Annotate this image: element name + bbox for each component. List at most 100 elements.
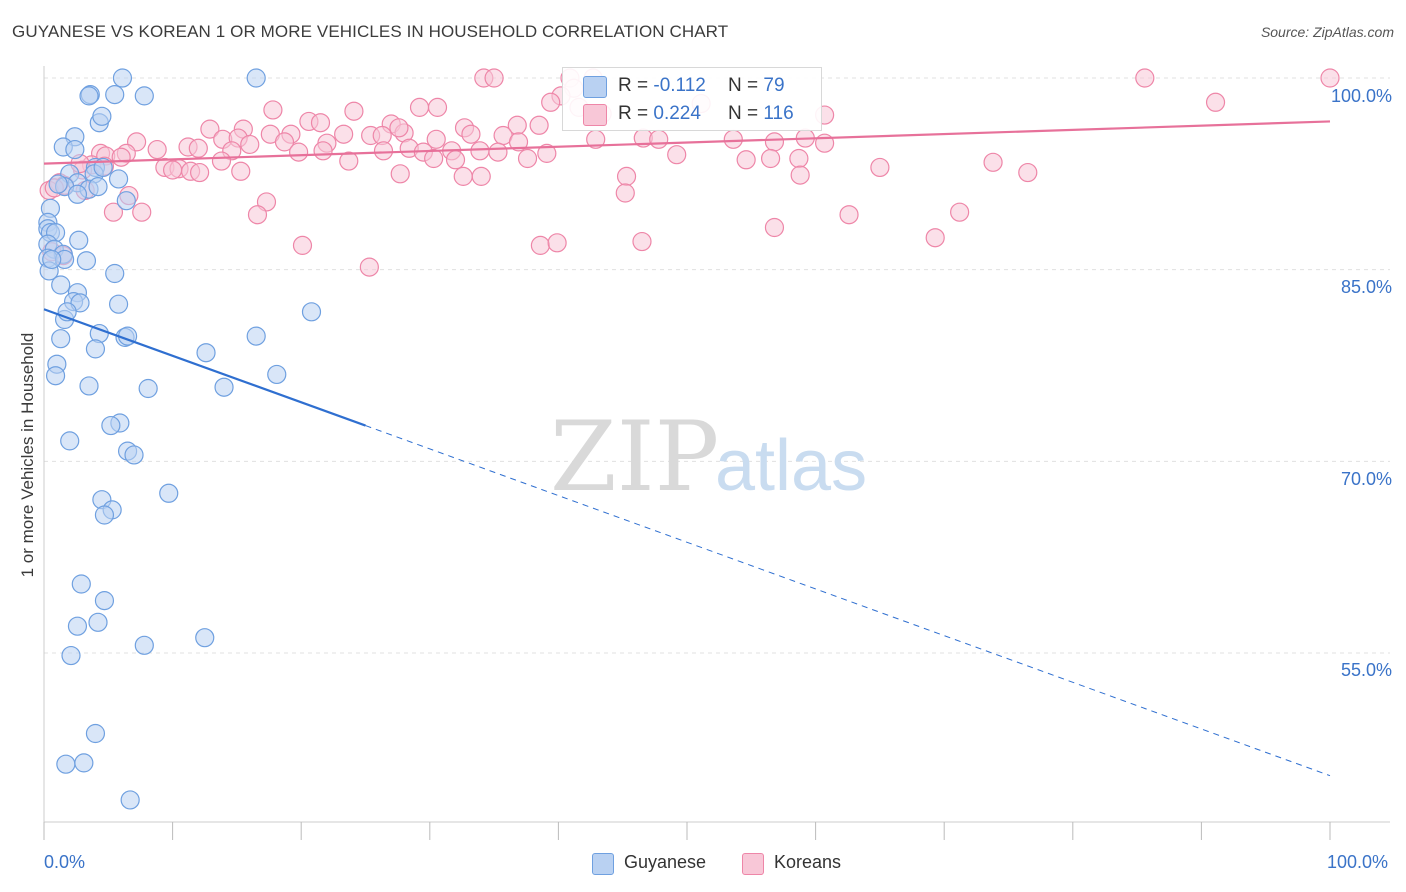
x-tick-min: 0.0% (44, 852, 86, 872)
koreans-point (1205, 92, 1226, 112)
koreans-swatch (583, 104, 607, 126)
series-legend: Guyanese Koreans (0, 852, 1406, 878)
koreans-point (147, 139, 167, 160)
koreans-point (132, 202, 152, 222)
r-stat: R = -0.112 (618, 75, 706, 96)
guyanese-point (108, 294, 129, 314)
koreans-point (310, 113, 331, 133)
koreans-point (649, 129, 669, 149)
koreans-point (389, 118, 409, 138)
guyanese-point (138, 378, 158, 399)
guyanese-point (93, 157, 113, 178)
guyanese-trend-line (43, 308, 366, 427)
r-value: 0.224 (653, 103, 701, 124)
koreans-point (188, 138, 208, 158)
koreans-point (1320, 68, 1340, 88)
grid-lines (44, 77, 1390, 654)
guyanese-point (134, 635, 154, 655)
y-tick-55: 55.0% (1340, 660, 1392, 680)
koreans-point (667, 145, 687, 165)
guyanese-point (101, 415, 121, 436)
guyanese-point (94, 505, 115, 525)
koreans-point (200, 119, 220, 139)
koreans-point (508, 132, 529, 152)
y-tick-100: 100.0% (1330, 86, 1392, 106)
n-value: 116 (763, 103, 794, 124)
koreans-point (1018, 162, 1038, 183)
koreans-point (764, 132, 785, 152)
guyanese-point (67, 616, 88, 636)
koreans-swatch (742, 853, 764, 875)
r-stat: R = 0.224 (618, 103, 701, 124)
trend-lines (43, 120, 1331, 777)
koreans-point (471, 166, 491, 186)
guyanese-point (124, 445, 144, 465)
koreans-point (344, 101, 364, 121)
guyanese-point (76, 251, 97, 271)
watermark-zip: ZIP (550, 401, 719, 513)
koreans-point (373, 141, 394, 161)
koreans-point (289, 142, 309, 162)
guyanese-point (159, 483, 179, 503)
koreans-point (390, 164, 410, 184)
koreans-point (461, 124, 481, 144)
legend-row-guyanese: R = -0.112 N = 79 (563, 72, 821, 100)
guyanese-point (116, 191, 136, 211)
koreans-point (339, 151, 359, 171)
koreans-point (517, 148, 538, 169)
koreans-point (760, 148, 781, 169)
guyanese-point (56, 754, 76, 774)
koreans-point (615, 183, 635, 203)
koreans-point (453, 166, 473, 186)
koreans-point (103, 202, 124, 222)
koreans-point (764, 217, 785, 238)
guyanese-swatch (583, 76, 607, 98)
y-axis-label: 1 or more Vehicles in Household (18, 332, 37, 578)
koreans-point (488, 142, 508, 162)
koreans-point (1135, 68, 1155, 88)
n-stat: N = 79 (728, 75, 785, 96)
axes (43, 66, 1390, 840)
guyanese-point (92, 106, 112, 126)
legend-label: Koreans (774, 852, 842, 872)
koreans-point (231, 161, 251, 181)
watermark-atlas: atlas (715, 426, 867, 506)
source-credit: Source: ZipAtlas.com (1260, 24, 1394, 40)
guyanese-point (108, 169, 129, 189)
guyanese-point (69, 230, 89, 250)
watermark: ZIP atlas (550, 401, 867, 513)
guyanese-point (61, 645, 81, 666)
koreans-point (111, 147, 131, 167)
guyanese-point (301, 302, 322, 322)
koreans-point (484, 68, 504, 88)
x-tick-max: 100.0% (1327, 852, 1389, 872)
guyanese-point (112, 68, 133, 88)
koreans-point (616, 166, 637, 186)
guyanese-point (214, 377, 234, 397)
guyanese-point (246, 68, 266, 88)
guyanese-point (195, 628, 215, 648)
koreans-point (426, 129, 446, 149)
koreans-point (240, 134, 260, 155)
koreans-point (334, 124, 354, 144)
koreans-point (925, 228, 945, 248)
koreans-point (359, 257, 379, 277)
koreans-point (547, 233, 567, 253)
koreans-point (292, 235, 313, 255)
guyanese-point (120, 790, 140, 810)
guyanese-point (79, 86, 99, 106)
guyanese-point (79, 376, 99, 396)
koreans-point (950, 202, 970, 222)
guyanese-point (88, 177, 108, 197)
guyanese-point (85, 339, 106, 359)
n-value: 79 (763, 75, 785, 96)
koreans-point (409, 97, 430, 117)
guyanese-point (94, 591, 115, 611)
koreans-point (427, 97, 448, 117)
guyanese-point (246, 326, 266, 346)
guyanese-point (51, 275, 71, 295)
guyanese-point (42, 249, 62, 270)
koreans-point (723, 129, 743, 149)
koreans-point (424, 148, 444, 169)
